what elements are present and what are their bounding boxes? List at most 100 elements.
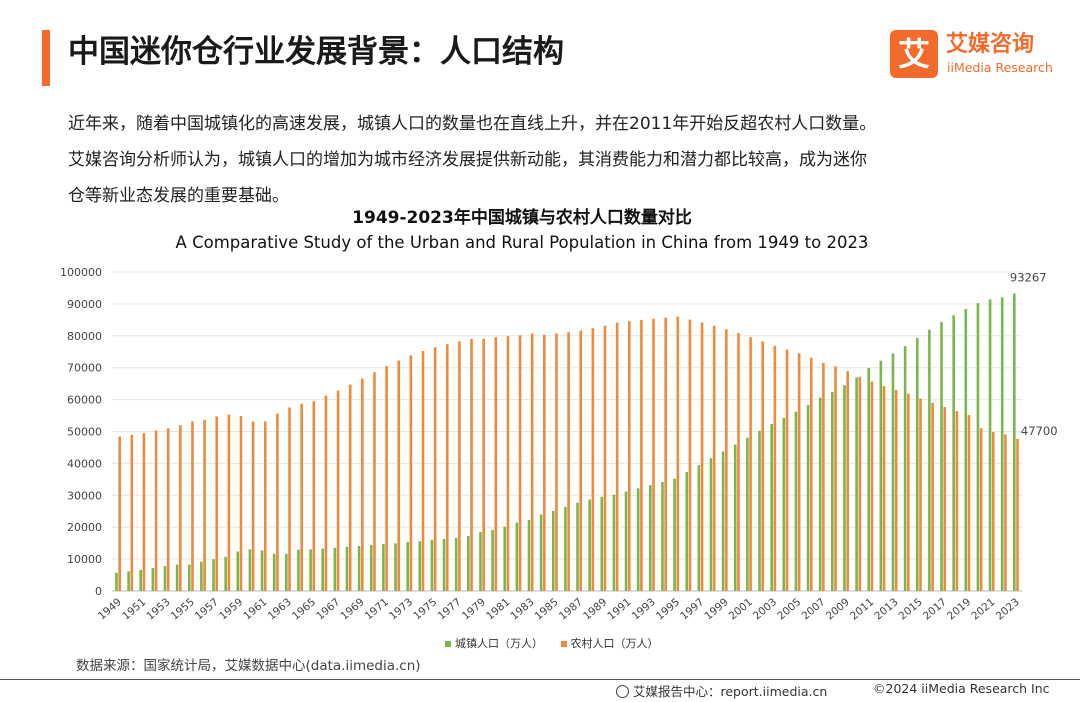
bar-rural [700, 322, 704, 591]
bar-rural [239, 416, 243, 591]
bar-urban [418, 541, 422, 591]
bar-urban [636, 488, 640, 591]
bar-urban [879, 360, 883, 591]
x-tick-label: 1973 [387, 596, 415, 622]
bar-rural [870, 381, 874, 591]
bar-rural [809, 357, 813, 591]
bar-rural [822, 362, 825, 591]
bar-urban [952, 315, 955, 591]
bar-rural [421, 350, 425, 591]
bar-rural [312, 401, 316, 591]
x-tick-label: 2021 [969, 596, 997, 622]
x-tick-label: 2013 [872, 596, 900, 622]
logo-chinese-name: 艾媒咨询 [946, 32, 1035, 57]
bar-rural [530, 333, 534, 591]
data-label: 47700 [1021, 424, 1058, 438]
bar-urban [661, 482, 664, 591]
bar-urban [345, 546, 349, 591]
page-title: 中国迷你仓行业发展背景：人口结构 [68, 34, 564, 70]
bar-rural [142, 433, 146, 591]
bar-rural [712, 325, 716, 591]
bar-rural [579, 330, 583, 591]
x-tick-label: 1965 [290, 596, 318, 622]
bar-urban [212, 559, 215, 591]
bar-urban [612, 494, 616, 591]
bar-rural [773, 345, 777, 591]
y-tick-label: 40000 [67, 457, 102, 470]
bar-rural [227, 414, 231, 591]
x-tick-label: 1951 [120, 596, 148, 622]
bar-urban [673, 478, 676, 591]
bar-rural [118, 436, 121, 591]
x-tick-label: 1967 [314, 596, 342, 622]
bar-urban [297, 549, 300, 591]
bar-urban [369, 544, 373, 591]
x-tick-label: 1991 [605, 596, 633, 622]
bar-rural [555, 333, 558, 591]
bar-urban [200, 561, 203, 591]
bar-urban [527, 519, 531, 591]
x-tick-label: 1961 [241, 596, 269, 622]
bar-rural [603, 325, 607, 591]
bar-rural [846, 371, 849, 591]
bar-rural [361, 378, 364, 591]
bar-rural [688, 319, 692, 591]
bar-urban [649, 485, 652, 591]
legend-swatch-urban [445, 641, 451, 647]
bar-rural [276, 413, 279, 591]
bar-rural [664, 317, 667, 591]
bar-rural [458, 341, 461, 591]
title-accent-bar [42, 30, 50, 86]
bar-urban [976, 303, 980, 591]
bar-urban [733, 444, 737, 591]
bar-rural [154, 430, 158, 591]
bar-rural [397, 360, 401, 591]
bar-urban [1013, 293, 1016, 591]
bar-rural [967, 415, 971, 591]
bar-rural [409, 355, 413, 591]
x-tick-label: 1981 [484, 596, 512, 622]
bar-rural [336, 390, 340, 591]
x-tick-label: 1987 [557, 596, 585, 622]
intro-line-3: 仓等新业态发展的重要基础。 [68, 186, 289, 206]
x-tick-label: 1989 [581, 596, 609, 622]
logo-english-name: iiMedia Research [947, 60, 1053, 75]
bar-rural [166, 428, 170, 591]
x-tick-label: 1999 [702, 596, 730, 622]
y-tick-label: 100000 [60, 266, 102, 279]
bar-urban [442, 538, 446, 591]
x-tick-label: 1995 [654, 596, 682, 622]
y-tick-label: 70000 [67, 362, 102, 375]
chart-title: 1949-2023年中国城镇与农村人口数量对比 [352, 208, 692, 228]
bar-rural [130, 434, 134, 591]
bar-rural [543, 334, 546, 591]
footer-divider [0, 679, 1080, 680]
bar-urban [697, 465, 701, 591]
x-tick-label: 1997 [678, 596, 706, 622]
bar-urban [600, 496, 604, 591]
bar-urban [867, 367, 871, 591]
chart-legend: 城镇人口（万人） 农村人口（万人） [445, 635, 673, 651]
legend-swatch-rural [560, 641, 567, 647]
bar-urban [964, 308, 968, 591]
bar-urban [333, 547, 337, 591]
x-tick-label: 1983 [508, 596, 536, 622]
x-tick-label: 1955 [169, 596, 197, 622]
bar-urban [576, 502, 579, 591]
x-tick-label: 1953 [144, 596, 172, 622]
bar-rural [506, 336, 510, 591]
bar-urban [175, 564, 179, 591]
bar-rural [991, 432, 995, 591]
x-tick-label: 1985 [533, 596, 561, 622]
y-tick-label: 30000 [67, 489, 102, 502]
bar-urban [685, 472, 689, 591]
y-tick-label: 50000 [67, 426, 102, 439]
bar-rural [288, 407, 291, 591]
chart-subtitle: A Comparative Study of the Urban and Rur… [175, 233, 869, 252]
bar-urban [187, 564, 191, 591]
bar-rural [1016, 438, 1019, 591]
bar-rural [979, 428, 983, 591]
bar-urban [758, 430, 761, 591]
bar-rural [203, 419, 206, 591]
